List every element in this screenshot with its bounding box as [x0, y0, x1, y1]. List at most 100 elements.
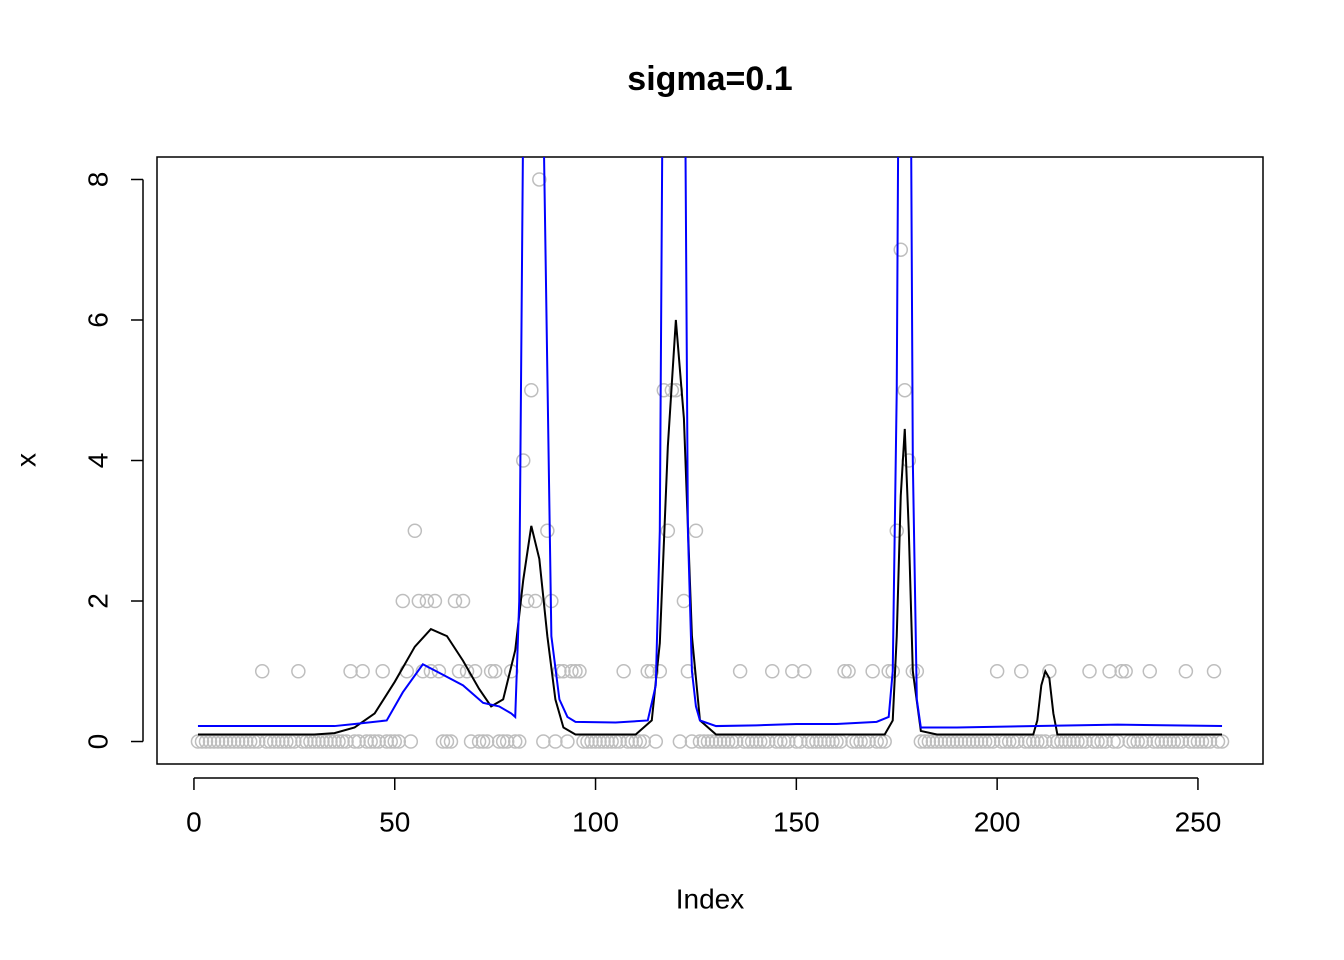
y-tick-label: 2 [82, 593, 113, 609]
data-point [532, 172, 547, 187]
data-point [560, 734, 575, 749]
data-point [656, 382, 672, 398]
data-point [989, 664, 1005, 679]
data-point [1142, 664, 1157, 679]
x-tick-label: 200 [974, 806, 1021, 837]
data-point [447, 593, 463, 609]
data-point [764, 664, 780, 679]
data-point [556, 664, 571, 679]
data-point [516, 453, 531, 468]
data-point [704, 734, 720, 749]
data-point [1034, 734, 1049, 749]
data-point [459, 664, 475, 679]
data-point [439, 734, 455, 749]
data-point [660, 523, 676, 539]
data-point [1178, 664, 1194, 679]
data-point [917, 734, 933, 749]
data-point [893, 242, 909, 257]
x-tick-label: 100 [572, 806, 619, 837]
data-point [1013, 664, 1029, 679]
data-point [391, 734, 407, 749]
data-point [837, 664, 852, 679]
data-point [1102, 664, 1117, 679]
data-point [520, 593, 535, 609]
data-point [552, 664, 567, 679]
data-point [1118, 664, 1133, 679]
data-point [1206, 664, 1222, 679]
data-point [648, 734, 664, 749]
data-point [327, 734, 342, 749]
y-tick-label: 6 [82, 312, 113, 328]
data-point [548, 734, 563, 749]
data-point [632, 734, 647, 749]
data-point [528, 593, 543, 609]
data-point [359, 734, 374, 749]
data-point [540, 523, 555, 539]
plot-area [190, 157, 1230, 749]
data-point [696, 734, 712, 749]
data-point [387, 734, 402, 749]
data-point [676, 593, 692, 609]
data-point [323, 734, 338, 749]
data-point [435, 734, 451, 749]
data-point [1046, 734, 1061, 749]
y-tick-label: 0 [82, 734, 113, 750]
data-point [367, 734, 382, 749]
data-point [925, 734, 941, 749]
data-point [507, 734, 523, 749]
data-point [692, 734, 708, 749]
data-point [732, 664, 748, 679]
data-point [443, 734, 459, 749]
data-point [371, 734, 386, 749]
data-point [475, 734, 491, 749]
plot-frame [156, 156, 1264, 765]
data-point [688, 523, 704, 539]
data-point [407, 523, 423, 539]
data-point [684, 734, 700, 749]
data-point [700, 734, 716, 749]
y-axis-label: x [10, 453, 41, 467]
data-point [395, 593, 411, 609]
data-point [455, 593, 471, 609]
data-point [411, 593, 427, 609]
data-point [339, 734, 354, 749]
data-point [564, 664, 579, 679]
data-point [1030, 734, 1045, 749]
y-tick-label: 8 [82, 172, 113, 188]
data-point [351, 734, 366, 749]
data-point [343, 664, 358, 679]
data-point [491, 734, 507, 749]
data-point [319, 734, 334, 749]
data-point [479, 734, 495, 749]
data-point [921, 734, 937, 749]
data-point [841, 664, 856, 679]
data-point [616, 664, 631, 679]
data-point [254, 664, 270, 679]
data-point [652, 664, 668, 679]
data-point [672, 734, 688, 749]
data-point [797, 664, 812, 679]
data-line [197, 157, 1223, 729]
data-point [865, 664, 880, 679]
data-point [471, 734, 487, 749]
data-point [524, 382, 539, 398]
data-point [640, 664, 656, 679]
data-point [636, 734, 651, 749]
y-tick-label: 4 [82, 453, 113, 469]
data-point [499, 734, 515, 749]
data-point [419, 593, 435, 609]
data-point [363, 734, 378, 749]
data-point [403, 734, 419, 749]
data-point [335, 734, 350, 749]
data-point [427, 593, 443, 609]
chart-title: sigma=0.1 [627, 60, 792, 98]
data-point [431, 664, 447, 679]
data-point [331, 734, 346, 749]
data-point [568, 664, 583, 679]
data-point [315, 734, 330, 749]
x-axis-label: Index [676, 883, 745, 914]
data-point [889, 523, 904, 539]
data-point [487, 664, 503, 679]
